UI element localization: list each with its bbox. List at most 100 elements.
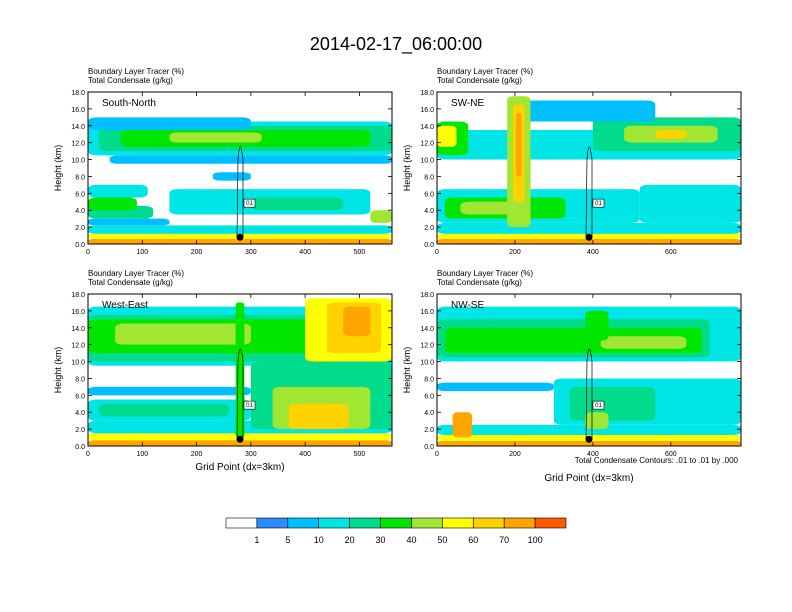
panel-south-north: 01 0.0 2.0 4.0 6.0 8.0 10.0 12.0 14.0 16.0 18.0 0 10… [53, 67, 393, 256]
x-tick-label: 400 [587, 451, 599, 458]
x-tick-label: 400 [299, 451, 311, 458]
tracer-band [169, 132, 262, 143]
x-tick-label: 400 [587, 249, 599, 256]
panel-title-line: Boundary Layer Tracer (%) [88, 67, 184, 76]
x-tick-label: 200 [509, 249, 521, 256]
x-tick-label: 0 [86, 451, 90, 458]
y-tick-label: 12.0 [71, 141, 85, 148]
tracer-band [88, 386, 251, 396]
cross-point-marker [585, 233, 593, 241]
y-tick-label: 2.0 [75, 225, 85, 232]
y-tick-label: 0.0 [75, 242, 85, 249]
panel-title-line: Total Condensate (g/kg) [437, 76, 522, 85]
tracer-band [115, 323, 251, 345]
tracer-band [655, 130, 687, 139]
tracer-band [98, 403, 230, 417]
y-tick-label: 12.0 [420, 141, 434, 148]
colorbar-swatch [318, 517, 350, 529]
tracer-band [569, 386, 656, 421]
y-axis-label: Height (km) [402, 347, 412, 394]
tracer-band [514, 100, 656, 122]
tracer-band [437, 238, 741, 244]
y-tick-label: 2.0 [75, 427, 85, 434]
x-tick-label: 100 [136, 249, 148, 256]
x-tick-label: 300 [245, 451, 257, 458]
tracer-band [88, 238, 392, 244]
y-tick-label: 4.0 [75, 208, 85, 215]
panel-name: West-East [102, 300, 148, 311]
y-tick-label: 12.0 [420, 343, 434, 350]
panel-name: NW-SE [451, 300, 484, 311]
colorbar-label: 5 [285, 535, 290, 545]
contour-footnote: Total Condensate Contours: .01 to .01 by… [575, 456, 739, 465]
x-tick-label: 100 [136, 451, 148, 458]
panel-name: South-North [102, 98, 156, 109]
x-axis-label: Grid Point (dx=3km) [544, 473, 633, 484]
tracer-band [585, 412, 609, 430]
x-tick-label: 600 [665, 451, 677, 458]
tracer-band [460, 201, 515, 215]
panel-nw-se: 01 0.0 2.0 4.0 6.0 8.0 10.0 12.0 14.0 16.0 18.0 0 20… [402, 269, 742, 484]
tracer-band [88, 197, 137, 211]
y-tick-label: 6.0 [75, 191, 85, 198]
y-tick-label: 4.0 [424, 208, 434, 215]
tracer-band [370, 210, 392, 223]
cross-point-marker [236, 233, 244, 241]
y-tick-label: 2.0 [424, 225, 434, 232]
tracer-band [437, 382, 554, 392]
condensate-contour [236, 348, 244, 440]
y-tick-label: 6.0 [424, 393, 434, 400]
field-sw-ne: 01 [437, 96, 741, 244]
tracer-band [88, 440, 392, 446]
y-tick-label: 8.0 [75, 376, 85, 383]
svg-text:01: 01 [595, 201, 602, 207]
y-tick-label: 10.0 [420, 158, 434, 165]
y-axis-label: Height (km) [53, 347, 63, 394]
y-tick-label: 14.0 [420, 326, 434, 333]
x-tick-label: 200 [191, 249, 203, 256]
y-tick-label: 2.0 [424, 427, 434, 434]
tracer-band [288, 403, 349, 430]
contour-label-south-north: 01 [243, 198, 256, 208]
condensate-contour [585, 146, 593, 238]
field-west-east: 01 [88, 298, 392, 446]
y-tick-label: 14.0 [71, 326, 85, 333]
y-tick-label: 16.0 [420, 309, 434, 316]
tracer-band [343, 306, 371, 337]
colorbar-label: 10 [314, 535, 324, 545]
panel-name: SW-NE [451, 98, 484, 109]
condensate-contour [585, 348, 593, 440]
colorbar-swatch [411, 517, 443, 529]
colorbar-swatch [503, 517, 536, 529]
x-tick-label: 0 [86, 249, 90, 256]
plot-frame [87, 293, 393, 447]
colorbar-label: 20 [345, 535, 355, 545]
colorbar-swatch [349, 517, 381, 529]
y-tick-label: 8.0 [424, 376, 434, 383]
y-axis-label: Height (km) [402, 145, 412, 192]
contour-label-sw-ne: 01 [592, 198, 605, 208]
x-axis-label: Grid Point (dx=3km) [195, 462, 284, 473]
tracer-band [600, 336, 687, 349]
y-tick-label: 6.0 [75, 393, 85, 400]
panel-title-line: Total Condensate (g/kg) [88, 278, 173, 287]
condensate-contour [236, 146, 244, 238]
panel-sw-ne: 01 0.0 2.0 4.0 6.0 8.0 10.0 12.0 14.0 16.0 18.0 0 20… [402, 67, 742, 256]
tracer-band [585, 310, 609, 341]
svg-text:01: 01 [595, 403, 602, 409]
cross-point-marker [585, 435, 593, 443]
colorbar-label: 40 [406, 535, 416, 545]
x-tick-label: 300 [245, 249, 257, 256]
tracer-band [437, 125, 457, 147]
colorbar-label: 30 [376, 535, 386, 545]
x-tick-label: 500 [354, 249, 366, 256]
panel-title-line: Boundary Layer Tracer (%) [88, 269, 184, 278]
tracer-band [639, 184, 741, 223]
colorbar-swatch [380, 517, 412, 529]
figure-title: 2014-02-17_06:00:00 [310, 34, 482, 55]
y-tick-label: 0.0 [424, 444, 434, 451]
plot-frame [436, 91, 742, 245]
field-south-north: 01 [88, 117, 392, 244]
contour-label-west-east: 01 [243, 400, 256, 410]
plot-frame [87, 91, 393, 245]
